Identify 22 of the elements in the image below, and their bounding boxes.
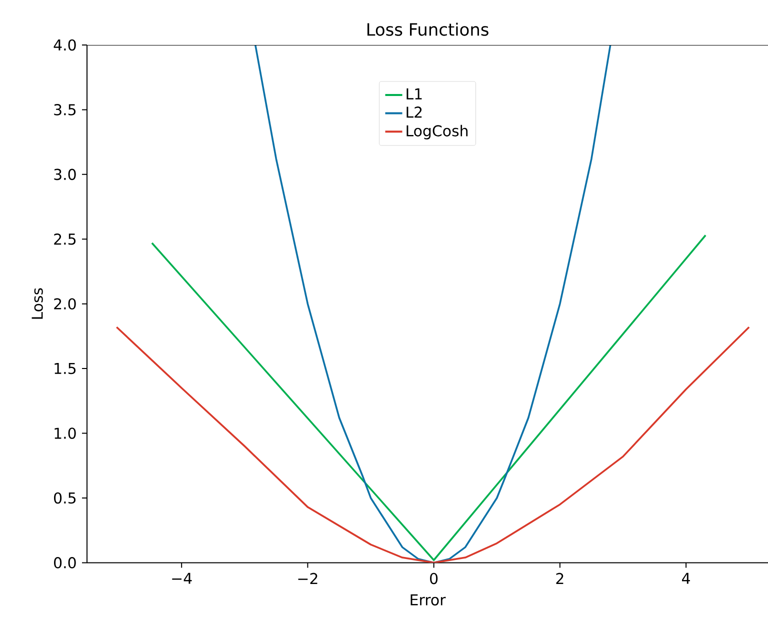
legend-label: LogCosh bbox=[406, 124, 468, 140]
y-tick-label: 3.0 bbox=[54, 168, 76, 180]
x-tick-label: 2 bbox=[556, 572, 564, 584]
y-axis-title: Loss bbox=[32, 288, 43, 319]
x-axis-title: Error bbox=[410, 594, 446, 606]
y-tick-label: 2.0 bbox=[54, 298, 76, 310]
y-tick-label: 0.5 bbox=[54, 492, 76, 504]
x-tick-label: 4 bbox=[682, 572, 690, 584]
x-tick-label: −2 bbox=[298, 572, 318, 584]
x-tick-label: −4 bbox=[172, 572, 192, 584]
y-tick-label: 1.5 bbox=[54, 363, 76, 374]
chart-title: Loss Functions bbox=[367, 22, 488, 36]
y-tick-label: 2.5 bbox=[54, 233, 76, 245]
line-series bbox=[254, 44, 612, 563]
y-tick-label: 3.5 bbox=[54, 104, 76, 116]
x-tick-label: 0 bbox=[430, 572, 438, 584]
y-tick-label: 4.0 bbox=[54, 39, 76, 51]
legend-label: L1 bbox=[406, 88, 422, 100]
legend-label: L2 bbox=[406, 106, 422, 118]
y-tick-label: 0.0 bbox=[54, 557, 76, 568]
y-tick-label: 1.0 bbox=[54, 428, 76, 439]
line-series bbox=[116, 326, 750, 563]
